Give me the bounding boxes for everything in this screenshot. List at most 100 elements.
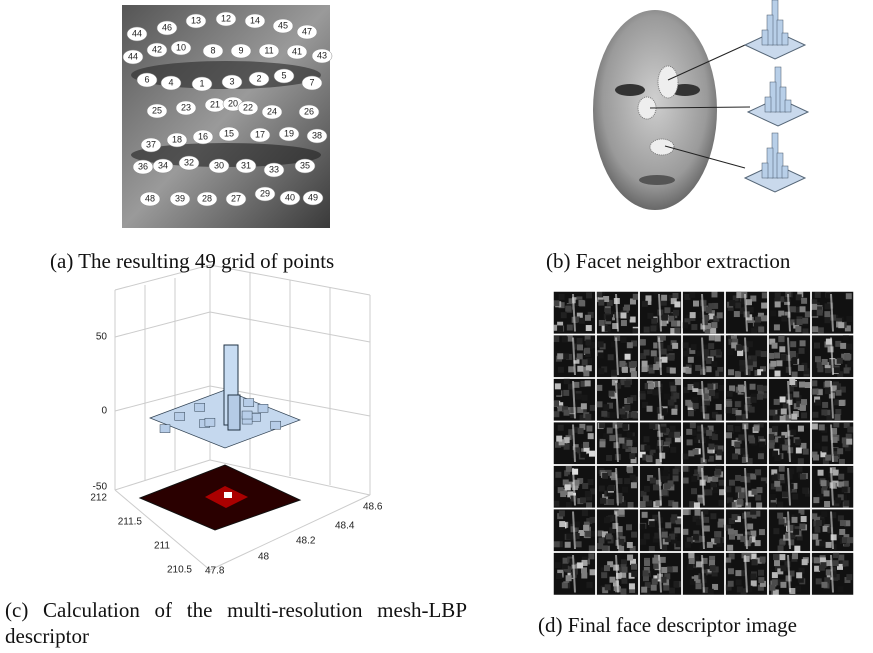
descriptor-pixel [644,533,650,539]
descriptor-pixel [718,500,724,506]
descriptor-pixel [820,562,826,568]
descriptor-pixel [824,317,830,323]
descriptor-pixel [775,371,781,377]
descriptor-pixel [627,432,633,438]
descriptor-pixel [662,470,668,476]
descriptor-pixel [779,336,785,342]
descriptor-pixel [802,559,808,565]
descriptor-pixel [669,588,675,594]
descriptor-pixel [740,366,746,372]
descriptor-pixel [644,350,650,356]
descriptor-pixel [559,294,565,300]
caption: (b) Facet neighbor extraction [546,248,790,274]
descriptor-pixel [596,401,602,407]
descriptor-pixel [603,404,609,410]
descriptor-pixel [727,545,733,551]
descriptor-pixel [813,497,819,503]
descriptor-pixel [644,445,650,451]
descriptor-pixel [557,353,563,359]
descriptor-pixel [818,327,824,333]
descriptor-pixel [735,426,741,432]
descriptor-pixel [796,572,802,578]
descriptor-pixel [631,482,637,488]
descriptor-pixel [797,466,803,472]
descriptor-pixel [797,319,803,325]
descriptor-pixel [814,443,820,449]
descriptor-pixel [627,397,633,403]
descriptor-pixel [589,451,595,457]
descriptor-pixel [816,578,822,584]
descriptor-pixel [601,572,607,578]
descriptor-pixel [703,349,709,355]
descriptor-pixel [555,562,561,568]
descriptor-pixel [839,459,845,465]
point-label: 31 [241,160,251,170]
hist-bar [785,100,791,112]
descriptor-pixel [709,560,715,566]
descriptor-pixel [653,484,659,490]
descriptor-pixel [718,385,724,391]
descriptor-pixel [682,466,688,472]
descriptor-pixel [735,486,741,492]
descriptor-pixel [629,583,635,589]
descriptor-pixel [661,295,667,301]
descriptor-pixel [774,353,780,359]
descriptor-pixel [804,423,810,429]
descriptor-pixel [760,481,766,487]
descriptor-pixel [653,563,659,569]
descriptor-pixel [800,340,806,346]
descriptor-pixel [590,569,596,575]
point-label: 42 [152,44,162,54]
descriptor-pixel [651,350,657,356]
descriptor-pixel [774,324,780,330]
descriptor-pixel [576,541,582,547]
descriptor-pixel [622,567,628,573]
descriptor-pixel [608,499,614,505]
point-label: 16 [198,131,208,141]
descriptor-pixel [682,529,688,535]
descriptor-pixel [795,439,801,445]
descriptor-pixel [641,587,647,593]
descriptor-pixel [585,414,591,420]
descriptor-pixel [649,423,655,429]
descriptor-pixel [671,514,677,520]
descriptor-pixel [585,339,591,345]
point-label: 20 [228,98,238,108]
descriptor-pixel [795,326,801,332]
descriptor-pixel [708,303,714,309]
descriptor-pixel [815,356,821,362]
point-label: 37 [146,139,156,149]
point-label: 9 [238,45,243,55]
descriptor-pixel [780,582,786,588]
descriptor-pixel [644,486,650,492]
descriptor-pixel [640,393,646,399]
descriptor-pixel [647,313,653,319]
hist-cell [258,404,268,412]
descriptor-pixel [780,396,786,402]
descriptor-pixel [649,546,655,552]
descriptor-pixel [664,307,670,313]
descriptor-pixel [600,498,606,504]
descriptor-pixel [598,341,604,347]
descriptor-pixel [562,336,568,342]
descriptor-pixel [672,502,678,508]
descriptor-pixel [644,327,650,333]
descriptor-pixel [683,342,689,348]
descriptor-pixel [624,305,630,311]
descriptor-pixel [747,341,753,347]
descriptor-pixel [556,436,562,442]
descriptor-pixel [728,369,734,375]
descriptor-pixel [598,368,604,374]
descriptor-pixel [812,423,818,429]
descriptor-pixel [674,301,680,307]
point-label: 22 [243,102,253,112]
descriptor-pixel [801,298,807,304]
descriptor-pixel [749,407,755,413]
descriptor-pixel [664,483,670,489]
descriptor-pixel [651,585,657,591]
descriptor-pixel [822,402,828,408]
x-tick-label: 48 [258,552,270,563]
descriptor-pixel [599,320,605,326]
descriptor-pixel [588,553,594,559]
descriptor-pixel [670,447,676,453]
